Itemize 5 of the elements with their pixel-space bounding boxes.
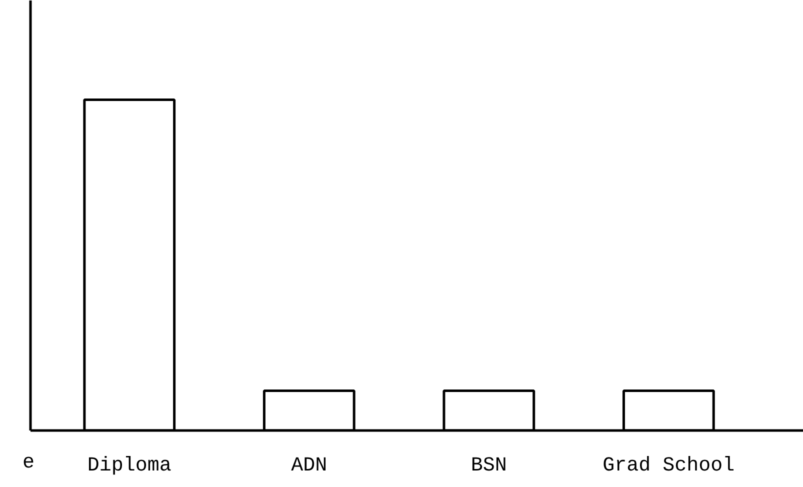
text: e — [22, 452, 35, 474]
x-tick-label: Grad School — [602, 454, 735, 478]
x-tick-label: BSN — [470, 454, 507, 478]
x-tick-label: ADN — [291, 454, 328, 478]
x-tick-label: Diploma — [87, 454, 172, 478]
